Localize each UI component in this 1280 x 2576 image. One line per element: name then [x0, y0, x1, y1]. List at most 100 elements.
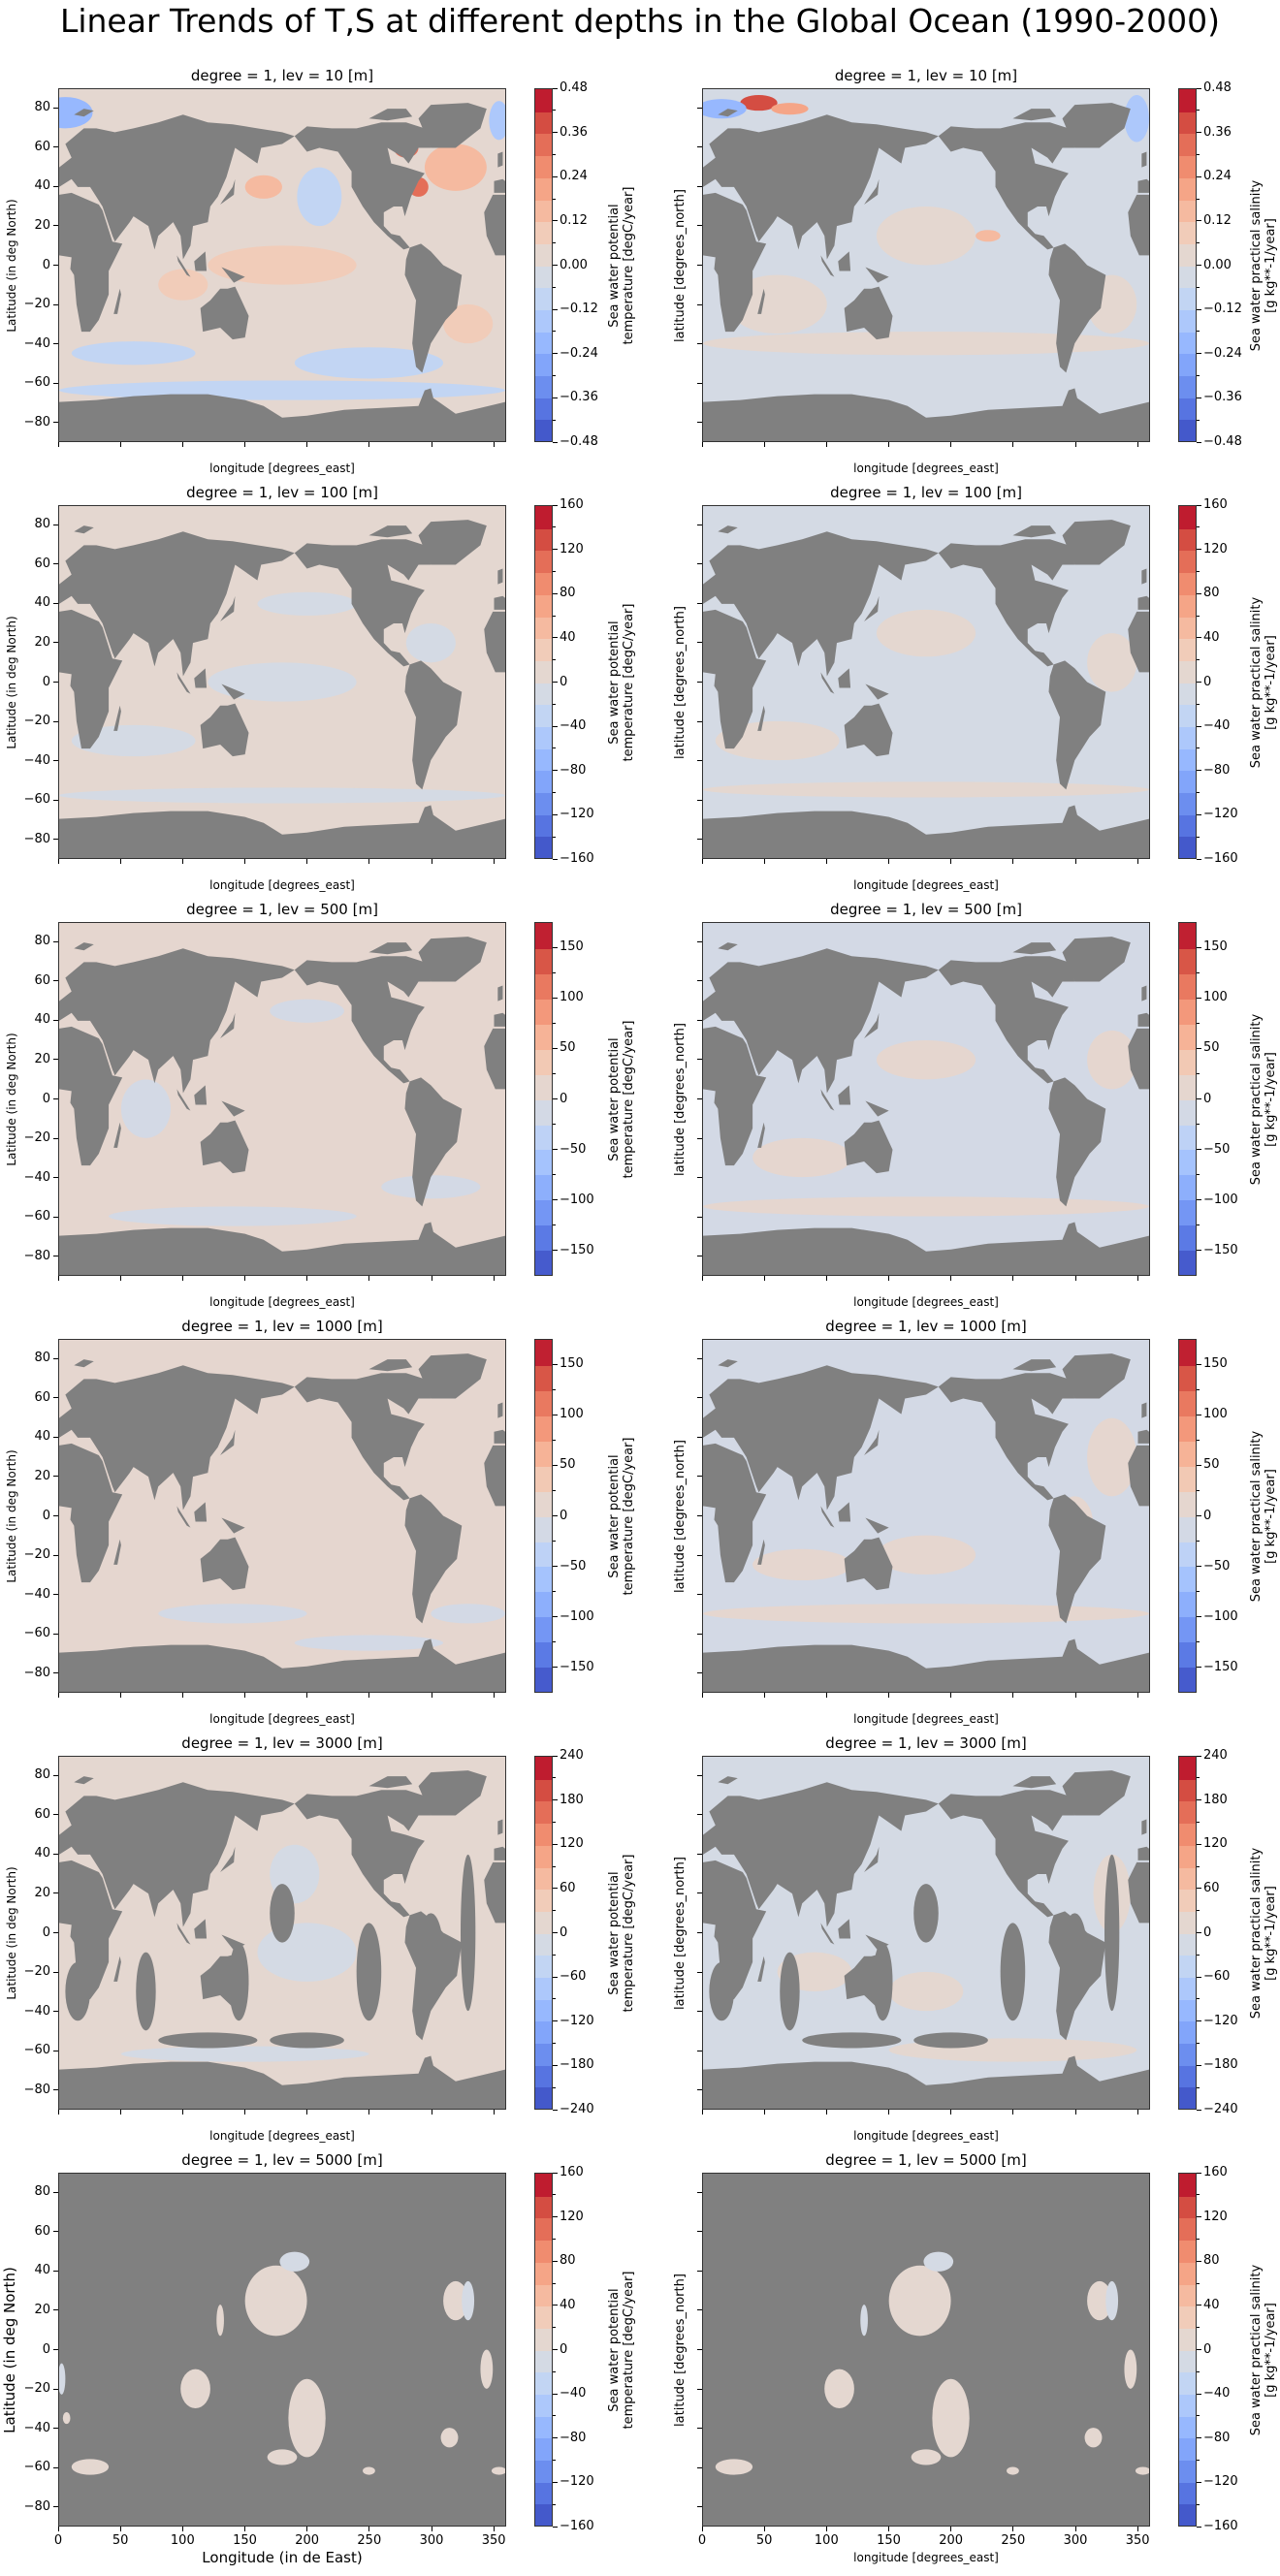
colorbar-band — [535, 1199, 552, 1226]
colorbar-tick-label: −150 — [560, 1242, 594, 1257]
land-polygon — [1141, 1819, 1147, 1835]
x-tick — [368, 2527, 370, 2531]
trend-region — [480, 2349, 494, 2389]
y-tick — [53, 720, 58, 722]
colorbar-band — [1179, 111, 1196, 135]
land-polygon — [1012, 109, 1057, 121]
land-polygon — [844, 703, 893, 757]
colorbar-minor-tick — [553, 2043, 556, 2045]
x-axis-label: longitude [degrees_east] — [853, 1712, 999, 1726]
colorbar-band — [535, 2327, 552, 2351]
colorbar-band — [1179, 2174, 1196, 2197]
colorbar-band — [1179, 2042, 1196, 2066]
y-tick — [53, 422, 58, 424]
x-axis-label: longitude [degrees_east] — [853, 2129, 999, 2143]
colorbar-label-line: [g kg**-1/year] — [1264, 634, 1278, 730]
colorbar-label-line: Sea water practical salinity — [1249, 1847, 1264, 2019]
land-polygon — [1048, 1077, 1106, 1207]
colorbar-tick — [1197, 2172, 1201, 2174]
y-tick — [697, 1774, 702, 1776]
panel-title: degree = 1, lev = 1000 [m] — [825, 1318, 1027, 1335]
trend-region — [363, 2466, 375, 2475]
y-axis-label: latitude [degrees_north] — [673, 605, 688, 759]
x-tick — [825, 2110, 827, 2115]
colorbar-band — [1179, 791, 1196, 815]
colorbar-minor-tick — [553, 703, 556, 705]
trend-region — [703, 781, 1149, 798]
x-tick — [181, 859, 183, 864]
trend-region — [180, 2369, 210, 2408]
colorbar-band — [1179, 813, 1196, 838]
colorbar-minor-tick — [553, 792, 556, 794]
land-polygon — [368, 525, 413, 538]
colorbar-band — [535, 2349, 552, 2373]
y-tick — [697, 303, 702, 305]
land-polygon — [703, 192, 767, 333]
colorbar-tick-label: −180 — [1203, 2057, 1238, 2073]
seafloor-topography — [780, 1952, 800, 2031]
colorbar-tick — [1197, 1976, 1201, 1978]
colorbar-band — [1179, 133, 1196, 157]
colorbar-minor-tick — [1197, 971, 1200, 973]
trend-region — [257, 1923, 357, 1982]
x-tick — [950, 1693, 952, 1698]
seafloor-topography — [873, 1942, 893, 2021]
colorbar-label-line: temperature [degC/year] — [622, 1020, 636, 1178]
y-tick-label: −80 — [23, 1665, 50, 1680]
colorbar-tick — [553, 441, 558, 443]
land-polygon — [59, 805, 505, 858]
y-tick — [697, 839, 702, 841]
colorbar-tick — [1197, 946, 1201, 948]
land-polygon — [718, 1776, 738, 1785]
colorbar-minor-tick — [1197, 1022, 1200, 1024]
colorbar-band — [535, 616, 552, 640]
colorbar-minor-tick — [553, 242, 556, 244]
colorbar-minor-tick — [1197, 1439, 1200, 1441]
colorbar-tick — [1197, 1799, 1201, 1801]
panel-title: degree = 1, lev = 500 [m] — [830, 901, 1022, 918]
y-tick-label: 80 — [34, 100, 50, 115]
colorbar-tick-label: 120 — [560, 541, 584, 557]
colorbar-band — [535, 419, 552, 441]
colorbar-tick-label: 120 — [1203, 1836, 1228, 1852]
land-polygon — [494, 1846, 505, 1860]
trend-region — [244, 175, 282, 199]
y-tick — [697, 1137, 702, 1139]
colorbar-minor-tick — [553, 1489, 556, 1491]
colorbar-label-line: Sea water potential — [607, 203, 622, 328]
colorbar-tick — [553, 220, 558, 222]
colorbar-tick-label: 120 — [560, 1836, 584, 1852]
colorbar-tick — [553, 1976, 558, 1978]
panel-title: degree = 1, lev = 3000 [m] — [181, 1734, 383, 1752]
land-polygon — [194, 251, 208, 271]
y-tick — [53, 2466, 58, 2468]
map-svg — [59, 1340, 505, 1692]
land-polygon — [59, 1638, 505, 1692]
colorbar-tick-label: −40 — [1203, 2386, 1231, 2401]
map-svg — [59, 89, 505, 441]
colorbar-tick-label: −80 — [1203, 762, 1231, 778]
colorbar-band — [535, 2261, 552, 2285]
y-tick-label: −40 — [23, 2420, 50, 2435]
colorbar-minor-tick — [1197, 2370, 1200, 2372]
colorbar-minor-tick — [553, 2503, 556, 2505]
land-polygon — [497, 151, 503, 168]
colorbar-band — [1179, 2459, 1196, 2483]
y-tick — [53, 1098, 58, 1099]
colorbar-minor-tick — [1197, 1072, 1200, 1074]
land-polygon — [1137, 595, 1149, 610]
land-polygon — [59, 531, 295, 677]
land-polygon — [220, 1012, 236, 1038]
x-tick — [1012, 859, 1014, 864]
land-polygon — [59, 1222, 505, 1275]
y-tick-label: −20 — [23, 297, 50, 312]
x-tick — [119, 859, 121, 864]
colorbar-band — [535, 1340, 552, 1367]
land-polygon — [294, 539, 432, 667]
colorbar-tick-label: −80 — [560, 2430, 587, 2445]
x-tick-label: 150 — [233, 2533, 257, 2548]
colorbar-tick — [1197, 1843, 1201, 1845]
colorbar-tick-label: −80 — [560, 762, 587, 778]
land-polygon — [1141, 151, 1147, 168]
colorbar-label-line: Sea water potential — [607, 2287, 622, 2412]
